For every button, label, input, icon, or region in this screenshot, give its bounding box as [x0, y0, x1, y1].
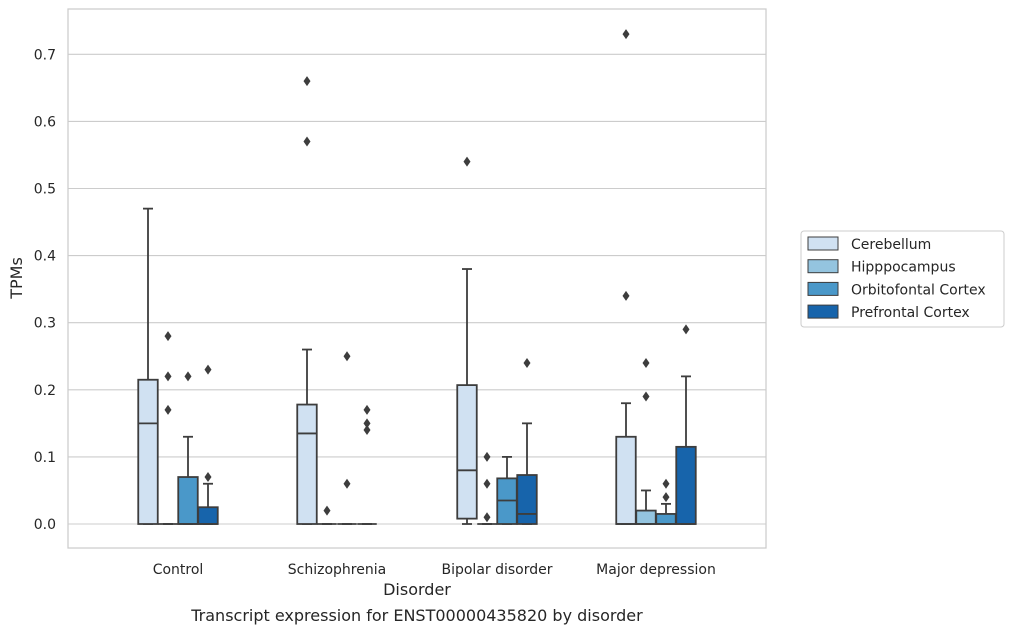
legend-swatch	[807, 304, 839, 319]
x-tick-label: Major depression	[596, 562, 716, 578]
legend-swatch	[807, 281, 839, 296]
box-iqr	[456, 384, 478, 520]
y-tick-label: 0.5	[34, 182, 56, 198]
box-group	[137, 207, 159, 525]
outlier-point	[642, 391, 650, 402]
x-tick-labels: Control Schizophrenia Bipolar disorder Majo…	[153, 562, 716, 578]
y-tick-label: 0.3	[34, 316, 56, 332]
legend-swatch	[807, 259, 839, 274]
y-tick-label: 0.6	[34, 114, 56, 130]
outlier-point	[204, 472, 212, 483]
box-iqr	[296, 403, 318, 525]
outlier-point	[463, 156, 471, 167]
box-group	[615, 29, 637, 525]
x-tick-label: Schizophrenia	[288, 562, 386, 578]
outlier-point	[662, 478, 670, 489]
box-iqr	[177, 476, 199, 525]
y-tick-labels: 0.0 0.1 0.2 0.3 0.4 0.5 0.6 0.7	[34, 47, 56, 533]
outlier-point	[303, 136, 311, 147]
chart-caption: Transcript expression for ENST0000043582…	[191, 606, 643, 625]
outlier-point	[164, 404, 172, 415]
box-group	[456, 156, 478, 525]
box-group	[296, 76, 318, 525]
outlier-point	[323, 505, 331, 516]
box-group	[516, 357, 538, 525]
legend-label: Prefrontal Cortex	[851, 305, 970, 321]
box-iqr	[635, 509, 657, 525]
outlier-point	[343, 351, 351, 362]
legend-label: Orbitofontal Cortex	[851, 282, 986, 298]
outlier-point	[622, 29, 630, 40]
box-group	[317, 505, 337, 525]
box-group	[177, 371, 199, 525]
outlier-point	[184, 371, 192, 382]
outlier-point	[483, 451, 491, 462]
outlier-point	[303, 76, 311, 87]
outlier-point	[164, 371, 172, 382]
box-group	[197, 364, 219, 525]
box-iqr	[655, 513, 677, 525]
box-iqr	[137, 378, 159, 525]
y-tick-label: 0.7	[34, 47, 56, 63]
x-tick-label: Bipolar disorder	[441, 562, 552, 578]
box-group	[496, 455, 518, 525]
y-axis-label: TPMs	[7, 257, 26, 300]
legend-frame	[800, 230, 1005, 328]
box-group	[635, 357, 657, 525]
legend-label: Cerebellum	[851, 237, 931, 253]
y-tick-label: 0.1	[34, 450, 56, 466]
outlier-point	[204, 364, 212, 375]
outlier-point	[662, 492, 670, 503]
box-group	[655, 478, 677, 525]
y-tick-label: 0.0	[34, 517, 56, 533]
outlier-point	[682, 324, 690, 335]
outlier-point	[363, 418, 371, 429]
legend: Cerebellum Hipppocampus Orbitofontal Corte…	[800, 230, 1005, 328]
legend-swatch	[807, 236, 839, 251]
outlier-point	[363, 425, 371, 436]
box-group	[675, 324, 697, 525]
box-group	[337, 351, 357, 525]
outlier-point	[483, 478, 491, 489]
x-tick-label: Control	[153, 562, 204, 578]
outlier-point	[523, 357, 531, 368]
box-group	[477, 451, 497, 525]
legend-label: Hipppocampus	[851, 260, 956, 276]
boxes	[137, 29, 697, 525]
outlier-point	[483, 512, 491, 523]
outlier-point	[363, 404, 371, 415]
box-iqr	[675, 445, 697, 525]
y-tick-label: 0.4	[34, 249, 56, 265]
gridlines	[68, 53, 766, 525]
outlier-point	[622, 290, 630, 301]
box-iqr	[197, 506, 219, 525]
outlier-point	[343, 478, 351, 489]
box-group	[158, 331, 178, 525]
box-group	[357, 404, 377, 525]
box-iqr	[516, 474, 538, 525]
outlier-point	[164, 331, 172, 342]
outlier-point	[642, 357, 650, 368]
box-iqr	[615, 435, 637, 525]
x-axis-label: Disorder	[383, 580, 451, 599]
plot-area-border	[67, 8, 767, 549]
y-tick-label: 0.2	[34, 383, 56, 399]
